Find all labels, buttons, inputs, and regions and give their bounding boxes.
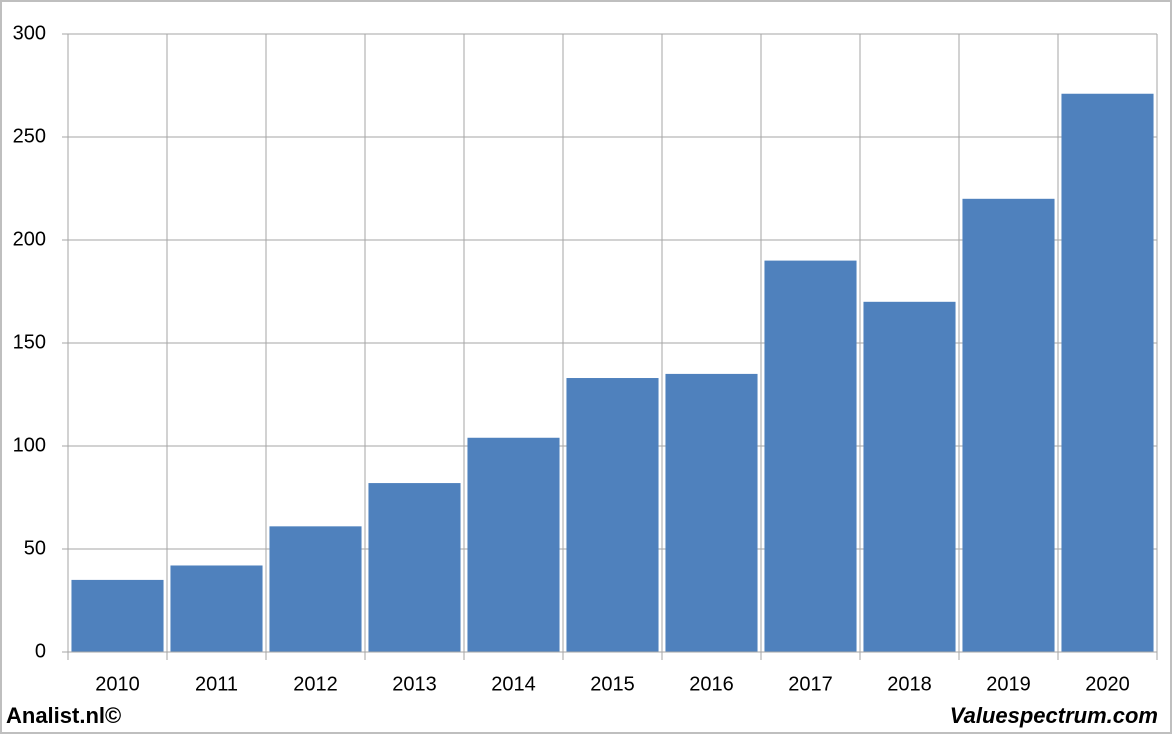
- bar: [71, 579, 164, 652]
- y-tick-label: 0: [35, 640, 46, 662]
- y-tick-label: 150: [13, 331, 46, 353]
- x-tick-label: 2010: [95, 673, 140, 695]
- bar: [170, 565, 263, 652]
- bar: [269, 526, 362, 652]
- bar: [1061, 93, 1154, 653]
- x-tick-label: 2013: [392, 673, 437, 695]
- bar: [467, 437, 560, 652]
- x-tick-label: 2014: [491, 673, 536, 695]
- footer-right: Valuespectrum.com: [950, 703, 1158, 728]
- x-tick-label: 2016: [689, 673, 734, 695]
- x-tick-label: 2012: [293, 673, 338, 695]
- bar: [962, 198, 1055, 653]
- bar: [368, 483, 461, 652]
- y-tick-label: 100: [13, 434, 46, 456]
- y-tick-label: 300: [13, 22, 46, 44]
- x-tick-label: 2017: [788, 673, 833, 695]
- y-tick-label: 200: [13, 228, 46, 250]
- bar: [665, 373, 758, 652]
- x-tick-label: 2011: [195, 673, 238, 695]
- bar: [566, 378, 659, 652]
- x-tick-label: 2020: [1085, 673, 1130, 695]
- bar: [764, 260, 857, 652]
- y-tick-label: 250: [13, 125, 46, 147]
- x-tick-label: 2015: [590, 673, 635, 695]
- bar: [863, 301, 956, 652]
- y-tick-label: 50: [24, 537, 46, 559]
- footer-left: Analist.nl©: [6, 703, 121, 728]
- x-tick-label: 2018: [887, 673, 932, 695]
- x-tick-label: 2019: [986, 673, 1031, 695]
